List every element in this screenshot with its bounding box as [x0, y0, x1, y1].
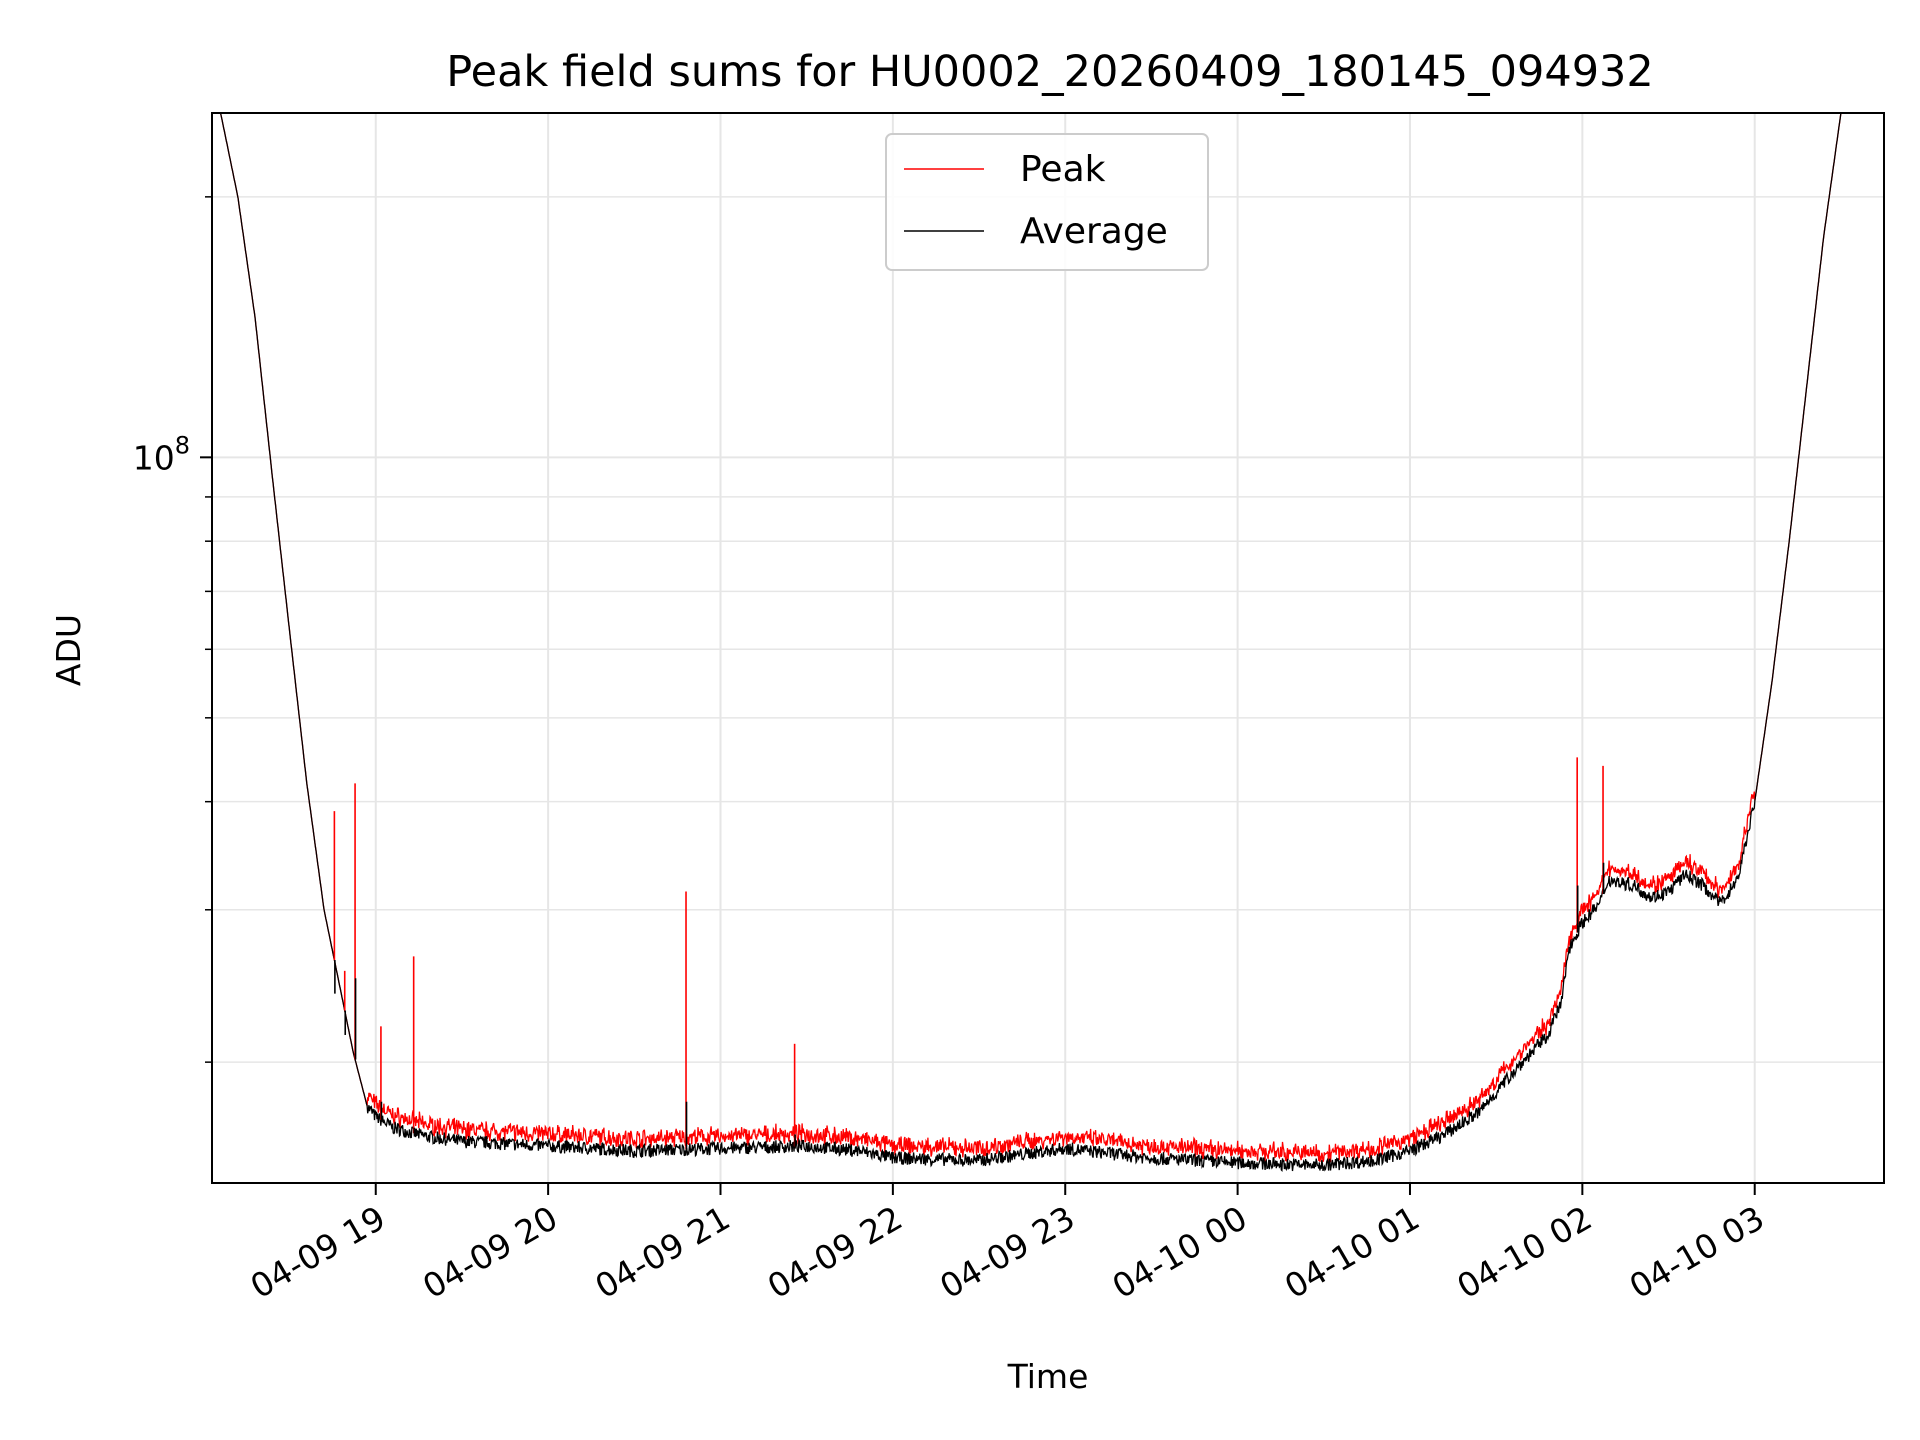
- series-line-peak: [219, 113, 1842, 1163]
- series-line-average: [219, 113, 1842, 1172]
- legend-frame: [885, 133, 1209, 271]
- legend: Peak Average: [885, 133, 1209, 271]
- y-axis-label: ADU: [49, 614, 88, 686]
- plot-frame: [211, 112, 1885, 1184]
- y-tick-label: 108: [133, 431, 190, 477]
- y-tick-label-base: 10: [133, 438, 175, 477]
- data-layer: [219, 113, 1842, 1172]
- x-axis-label: Time: [1007, 1357, 1089, 1396]
- grid-layer: [212, 113, 1884, 1183]
- y-tick-label-exponent: 8: [175, 431, 190, 459]
- legend-label-average: Average: [1020, 211, 1168, 252]
- legend-label-peak: Peak: [1020, 149, 1106, 190]
- chart-title: Peak field sums for HU0002_20260409_1801…: [446, 47, 1654, 97]
